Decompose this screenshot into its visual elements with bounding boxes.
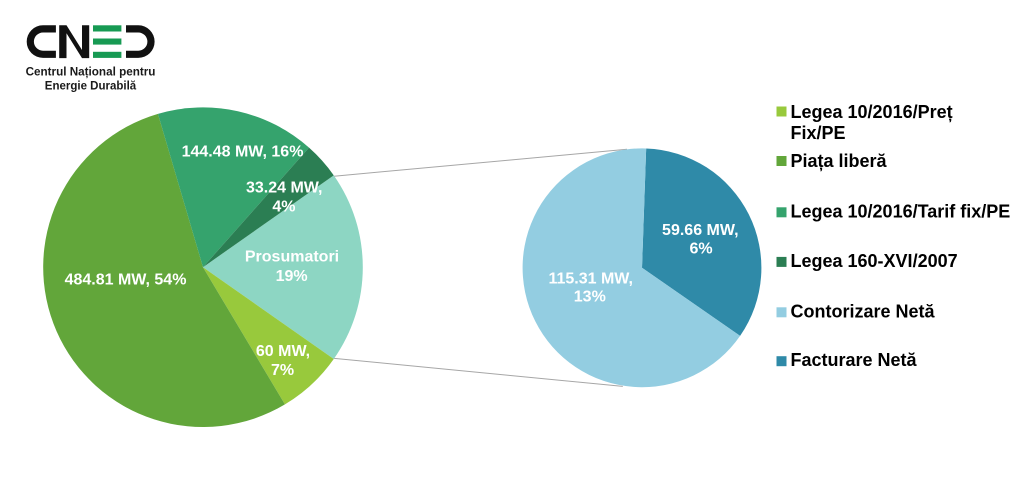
svg-text:Legea 10/2016/Preț: Legea 10/2016/Preț bbox=[791, 102, 953, 122]
svg-text:Fix/PE: Fix/PE bbox=[791, 123, 846, 143]
svg-text:Energie Durabilă: Energie Durabilă bbox=[45, 81, 137, 93]
svg-text:33.24 MW,: 33.24 MW, bbox=[246, 180, 322, 197]
svg-text:Facturare Netă: Facturare Netă bbox=[791, 350, 918, 370]
svg-text:Legea 160-XVI/2007: Legea 160-XVI/2007 bbox=[791, 251, 958, 271]
svg-text:60 MW,: 60 MW, bbox=[256, 343, 310, 360]
svg-text:Piața liberă: Piața liberă bbox=[791, 151, 888, 171]
svg-text:7%: 7% bbox=[271, 362, 294, 379]
svg-text:Prosumatori: Prosumatori bbox=[245, 249, 339, 266]
svg-text:13%: 13% bbox=[574, 289, 606, 306]
svg-text:Contorizare Netă: Contorizare Netă bbox=[791, 301, 936, 321]
svg-text:4%: 4% bbox=[272, 199, 295, 216]
svg-text:144.48 MW, 16%: 144.48 MW, 16% bbox=[182, 144, 304, 161]
svg-text:115.31 MW,: 115.31 MW, bbox=[548, 270, 633, 287]
svg-text:19%: 19% bbox=[276, 268, 308, 285]
svg-text:484.81 MW, 54%: 484.81 MW, 54% bbox=[65, 272, 187, 289]
svg-text:59.66 MW,: 59.66 MW, bbox=[662, 222, 738, 239]
svg-text:Legea 10/2016/Tarif fix/PE: Legea 10/2016/Tarif fix/PE bbox=[791, 201, 1011, 221]
svg-text:Centrul Național pentru: Centrul Național pentru bbox=[26, 66, 156, 79]
svg-text:6%: 6% bbox=[689, 241, 712, 258]
